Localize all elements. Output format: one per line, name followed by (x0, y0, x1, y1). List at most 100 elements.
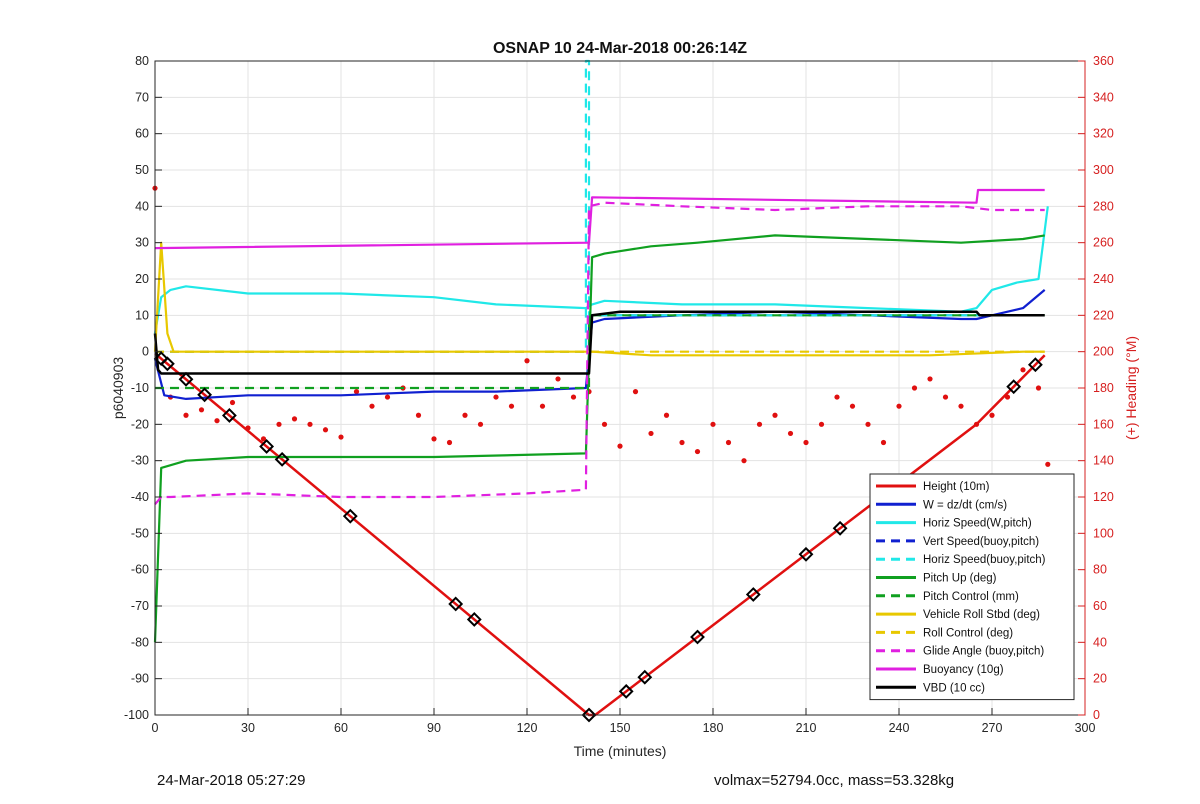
x-axis-label: Time (minutes) (574, 743, 667, 759)
x-tick-label: 270 (982, 721, 1003, 735)
heading-point (524, 358, 530, 364)
heading-point (493, 394, 499, 400)
y2-tick-label: 240 (1093, 272, 1114, 286)
legend-label: Roll Control (deg) (923, 627, 1013, 639)
heading-point (539, 403, 546, 409)
heading-point (384, 394, 391, 400)
heading-point (865, 421, 871, 427)
y2-tick-label: 100 (1093, 526, 1114, 540)
heading-point (555, 376, 561, 382)
series-line-horiz-speed-w-pitch (153, 206, 1049, 334)
depth-marker (637, 669, 653, 685)
series-line-glide-angle-buoy-pitch (154, 201, 1045, 506)
legend-label: VBD (10 cc) (923, 682, 985, 694)
heading-point (307, 421, 313, 427)
x-tick-label: 60 (334, 721, 348, 735)
series-line-pitch-up-deg (153, 234, 1045, 643)
y-tick-label: -80 (131, 635, 149, 649)
heading-point (477, 421, 484, 427)
heading-point (508, 403, 515, 409)
footer-volmax-mass: volmax=52794.0cc, mass=53.328kg (714, 772, 955, 789)
series-line-vehicle-roll-stbd-deg (153, 241, 1045, 357)
heading-point (896, 403, 902, 409)
heading-point (1020, 367, 1026, 373)
y-tick-label: -40 (131, 490, 149, 504)
legend-label: Height (10m) (923, 481, 990, 493)
y-tick-label: 70 (135, 90, 149, 104)
depth-marker (466, 612, 482, 627)
y2-tick-label: 360 (1093, 54, 1114, 68)
y-tick-label: 30 (135, 236, 149, 250)
legend-label: W = dz/dt (cm/s) (923, 499, 1007, 511)
series-line-vbd-10-cc (153, 310, 1045, 375)
depth-marker (159, 356, 175, 372)
depth-marker (581, 707, 597, 723)
y-tick-label: 80 (135, 54, 149, 68)
y-tick-label: 10 (135, 308, 149, 322)
y-tick-label: -30 (131, 454, 149, 468)
heading-point (663, 412, 670, 418)
depth-marker (1006, 379, 1022, 395)
y-tick-label: 50 (135, 163, 149, 177)
x-tick-label: 90 (427, 721, 441, 735)
heading-point (338, 434, 344, 440)
legend-label: Pitch Control (mm) (923, 591, 1019, 603)
heading-point (648, 430, 654, 437)
heading-point (787, 430, 794, 437)
legend-label: Horiz Speed(W,pitch) (923, 518, 1032, 530)
y-axis-label-right: (+) Heading (°M) (1123, 336, 1139, 440)
x-tick-label: 0 (152, 721, 159, 735)
axes: 0 30 60 90 120 150 180 210 240 270 300-100-90-80-7… (124, 54, 1114, 735)
y2-tick-label: 340 (1093, 90, 1114, 104)
x-tick-label: 210 (796, 721, 817, 735)
y2-tick-label: 120 (1093, 490, 1114, 504)
heading-point (214, 418, 220, 424)
heading-point (989, 412, 995, 418)
heading-point (353, 389, 360, 395)
heading-point (911, 385, 918, 391)
legend-box (869, 473, 1075, 701)
chart-title: OSNAP 10 24-Mar-2018 00:26:14Z (493, 40, 747, 57)
y-tick-label: 60 (135, 127, 149, 141)
heading-point (880, 439, 887, 446)
heading-point (756, 421, 763, 427)
depth-marker (832, 520, 848, 536)
y-tick-label: -50 (131, 526, 149, 540)
y2-tick-label: 40 (1093, 635, 1107, 649)
depth-marker (259, 439, 275, 454)
depth-marker (274, 451, 290, 467)
heading-point (772, 412, 778, 418)
heading-point (942, 394, 949, 400)
depth-marker (197, 387, 213, 403)
x-tick-label: 30 (241, 721, 255, 735)
legend-label: Vert Speed(buoy,pitch) (923, 536, 1039, 548)
footer-timestamp: 24-Mar-2018 05:27:29 (157, 772, 306, 789)
heading-point (431, 436, 437, 442)
heading-point (291, 416, 298, 422)
heading-point (849, 403, 856, 409)
heading-point (415, 412, 422, 418)
x-tick-label: 300 (1075, 721, 1096, 735)
heading-point (803, 439, 809, 446)
y-tick-label: 20 (135, 272, 149, 286)
y2-tick-label: 200 (1093, 345, 1114, 359)
y-tick-label: -70 (131, 599, 149, 613)
y2-tick-label: 20 (1093, 672, 1107, 686)
x-tick-label: 180 (703, 721, 724, 735)
heading-point (679, 439, 685, 446)
y-axis-label-left: p6040903 (110, 357, 126, 420)
legend-label: Pitch Up (deg) (923, 573, 997, 585)
heading-point (322, 427, 329, 433)
depth-marker (690, 629, 705, 645)
heading-point (958, 403, 964, 409)
legend-label: Horiz Speed(buoy,pitch) (923, 554, 1046, 566)
legend-label: Buoyancy (10g) (923, 664, 1004, 676)
heading-point (1035, 385, 1042, 391)
legend-label: Glide Angle (buoy,pitch) (923, 646, 1044, 658)
heading-point (260, 436, 267, 442)
legend: Height (10m) W = dz/dt (cm/s) Horiz Speed(… (869, 473, 1075, 701)
y2-tick-label: 180 (1093, 381, 1114, 395)
y-tick-label: -100 (124, 708, 149, 722)
y2-tick-label: 260 (1093, 236, 1114, 250)
